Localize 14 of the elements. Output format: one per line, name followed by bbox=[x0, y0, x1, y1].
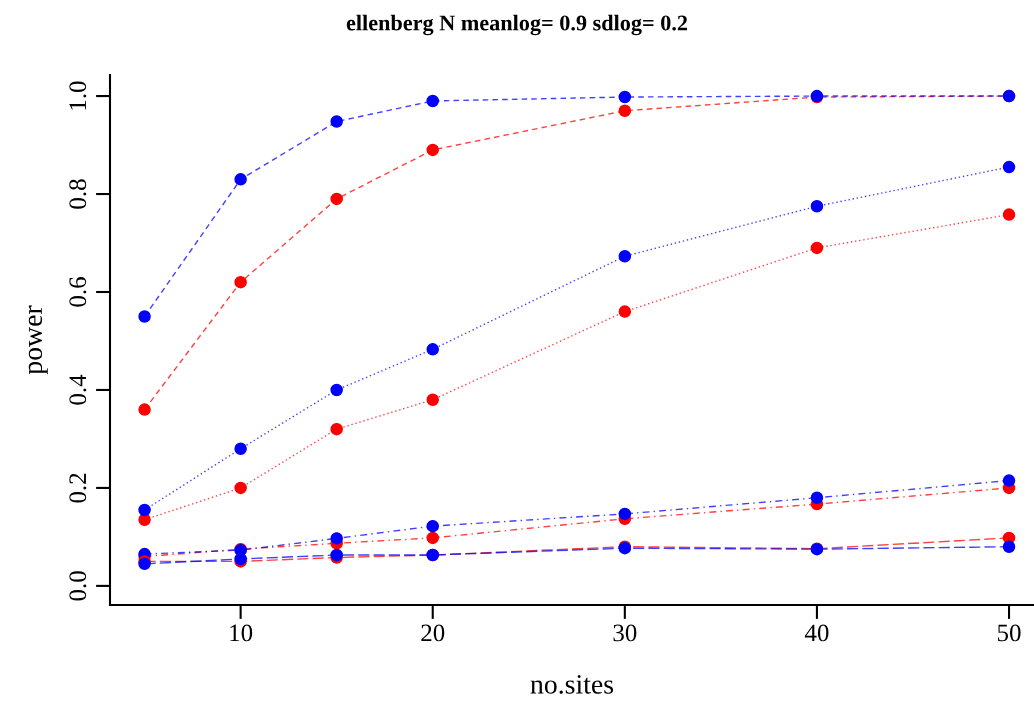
y-tick-label: 0.6 bbox=[69, 277, 87, 307]
y-tick-label: 0.2 bbox=[69, 473, 87, 503]
y-tick-label: 1.0 bbox=[69, 81, 87, 110]
x-axis-title: no.sites bbox=[530, 675, 614, 694]
x-tick-label: 30 bbox=[613, 624, 637, 642]
x-tick-label: 40 bbox=[804, 624, 829, 642]
chart-title: ellenberg N meanlog= 0.9 sdlog= 0.2 bbox=[346, 14, 688, 36]
y-tick-label: 0.4 bbox=[69, 374, 87, 405]
y-axis-title: power bbox=[28, 305, 48, 375]
x-tick-label: 20 bbox=[421, 624, 445, 642]
y-tick-label: 0.0 bbox=[69, 571, 87, 601]
y-tick-label: 0.8 bbox=[69, 179, 87, 209]
x-tick-label: 50 bbox=[997, 624, 1021, 642]
x-tick-label: 10 bbox=[230, 624, 253, 642]
